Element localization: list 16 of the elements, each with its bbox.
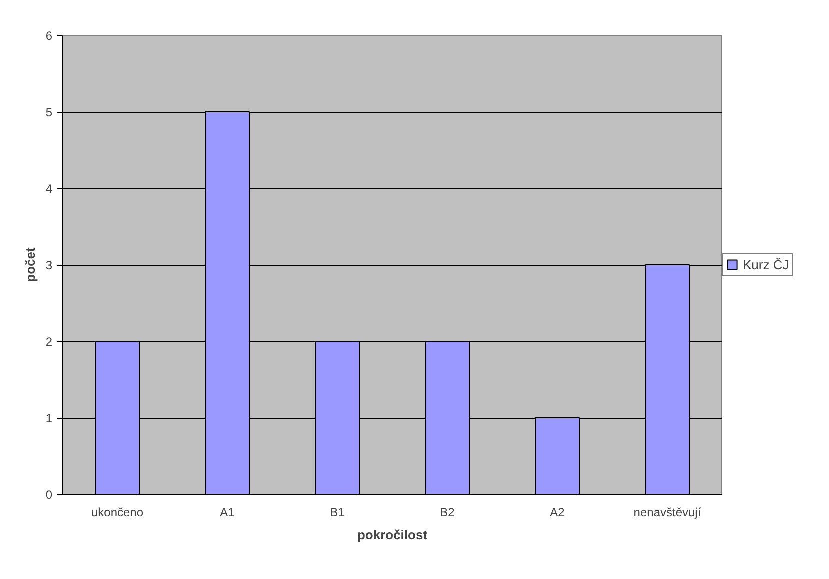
x-axis-title: pokročilost	[357, 528, 428, 542]
y-tick-label: 3	[46, 258, 53, 272]
y-tick-label: 5	[46, 106, 53, 120]
x-tick-label: nenavštěvují	[634, 506, 702, 520]
y-axis-title: počet	[22, 246, 38, 282]
y-tick-label: 0	[46, 488, 53, 502]
x-tick-label: B2	[440, 506, 456, 520]
y-tick-label: 1	[46, 412, 53, 426]
x-tick-label: B1	[330, 506, 346, 520]
y-tick-label: 6	[46, 29, 53, 43]
x-tick-label: A1	[220, 506, 236, 520]
y-tick-label: 4	[46, 182, 53, 196]
x-tick-label: A2	[550, 506, 566, 520]
y-tick-label: 2	[46, 335, 53, 349]
legend-label: Kurz ČJ	[743, 257, 790, 272]
x-tick-label: ukončeno	[91, 506, 144, 520]
